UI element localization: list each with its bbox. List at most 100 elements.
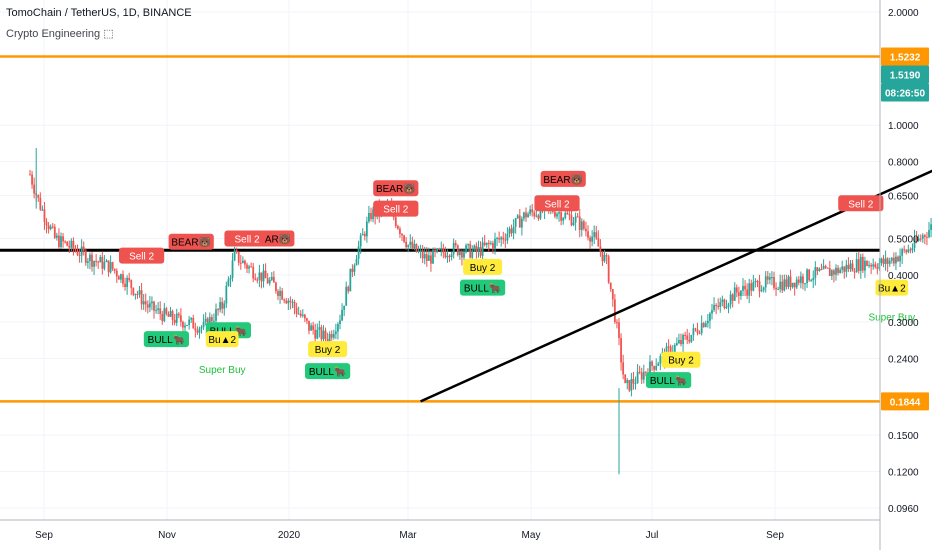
candle-body <box>351 268 354 272</box>
candle-body <box>785 279 788 287</box>
candle-body <box>791 282 794 288</box>
candle-body <box>163 308 166 321</box>
candle-body <box>101 256 104 269</box>
signal-text: BULL🐂 <box>464 283 501 295</box>
candle-body <box>576 216 579 218</box>
signal-box <box>373 180 419 197</box>
candle-body <box>43 209 46 222</box>
candle-body <box>423 254 426 259</box>
candle-body <box>638 371 641 373</box>
candle-body <box>487 242 490 245</box>
candle-body <box>41 209 44 211</box>
candle-body <box>144 301 147 305</box>
candle-body <box>353 265 356 272</box>
candle-body <box>729 294 732 305</box>
candle-body <box>368 212 370 222</box>
candle-body <box>403 235 405 242</box>
price-tag-label: 1.5190 <box>890 70 921 81</box>
candle-body <box>711 310 713 314</box>
candle-body <box>105 260 108 263</box>
candle-body <box>179 315 182 322</box>
candle-body <box>866 260 868 266</box>
candle-body <box>868 264 870 266</box>
candle-body <box>578 216 581 230</box>
candle-body <box>293 301 296 308</box>
signal-text: Buy 2 <box>315 345 341 356</box>
signal-box <box>540 170 586 187</box>
candle-body <box>632 378 635 384</box>
candle-body <box>287 300 290 304</box>
candle-body <box>405 241 408 248</box>
candle-body <box>485 242 488 245</box>
signal-box <box>305 363 351 380</box>
candle-body <box>601 251 604 262</box>
candle-body <box>310 325 312 331</box>
candle-body <box>82 246 85 251</box>
candle-body <box>169 311 172 317</box>
candle-body <box>264 270 267 279</box>
candle-body <box>332 333 335 338</box>
candle-body <box>244 260 246 265</box>
candle-body <box>620 338 622 363</box>
y-tick-label: 0.5000 <box>888 234 919 245</box>
candle-body <box>653 366 656 370</box>
candle-body <box>134 293 137 295</box>
candle-body <box>719 301 722 307</box>
candle-body <box>39 197 42 210</box>
signal-buy: Bu▲2 <box>875 279 909 296</box>
candle-body <box>432 249 434 264</box>
candle-body <box>897 256 899 262</box>
candle-body <box>270 276 273 280</box>
candle-body <box>644 371 647 373</box>
candle-body <box>787 276 790 287</box>
candle-body <box>182 321 184 328</box>
candle-body <box>618 322 620 339</box>
candle-body <box>682 334 684 345</box>
candle-body <box>469 244 472 258</box>
candle-body <box>616 322 618 324</box>
candle-body <box>775 287 777 290</box>
signal-box <box>205 331 239 348</box>
candle-body <box>913 237 916 248</box>
candle-body <box>461 251 463 258</box>
candle-body <box>611 289 614 300</box>
signal-sell: Sell 2 <box>224 230 270 247</box>
candle-body <box>717 305 720 307</box>
signal-box <box>838 195 884 212</box>
candle-body <box>657 363 660 366</box>
candle-body <box>688 339 691 342</box>
candle-body <box>266 278 269 284</box>
candle-body <box>901 249 904 256</box>
candle-body <box>864 260 866 271</box>
candle-body <box>899 255 901 262</box>
y-tick-label: 0.0960 <box>888 504 919 515</box>
candle-body <box>355 258 358 266</box>
signal-text: Sell 2 <box>544 199 569 210</box>
signal-labels: Sell 2 BEAR🐻 Sell 2 AR🐻 BULL🐂 BULL🐂 Bu▲2 Super … <box>119 170 915 389</box>
y-tick-label: 0.1500 <box>888 431 919 442</box>
signal-box <box>373 200 419 217</box>
candle-body <box>733 287 736 301</box>
candle-body <box>696 329 699 334</box>
candle-body <box>84 250 87 263</box>
candle-body <box>642 371 645 380</box>
candle-body <box>659 356 662 364</box>
candle-body <box>562 218 565 221</box>
candle-body <box>53 226 56 238</box>
candle-body <box>365 221 368 237</box>
candle-body <box>254 278 257 280</box>
signal-sell: Sell 2 <box>373 200 419 217</box>
candle-body <box>907 249 910 253</box>
candle-body <box>489 243 492 245</box>
candle-body <box>494 238 496 249</box>
candle-body <box>921 235 924 239</box>
signal-text: BEAR🐻 <box>376 182 416 195</box>
candle-body <box>258 272 261 280</box>
candle-body <box>766 276 769 280</box>
signal-text: Sell 2 <box>383 205 408 216</box>
candle-body <box>434 249 436 252</box>
candle-body <box>680 339 682 345</box>
candle-body <box>731 294 734 301</box>
candle-body <box>539 204 542 219</box>
